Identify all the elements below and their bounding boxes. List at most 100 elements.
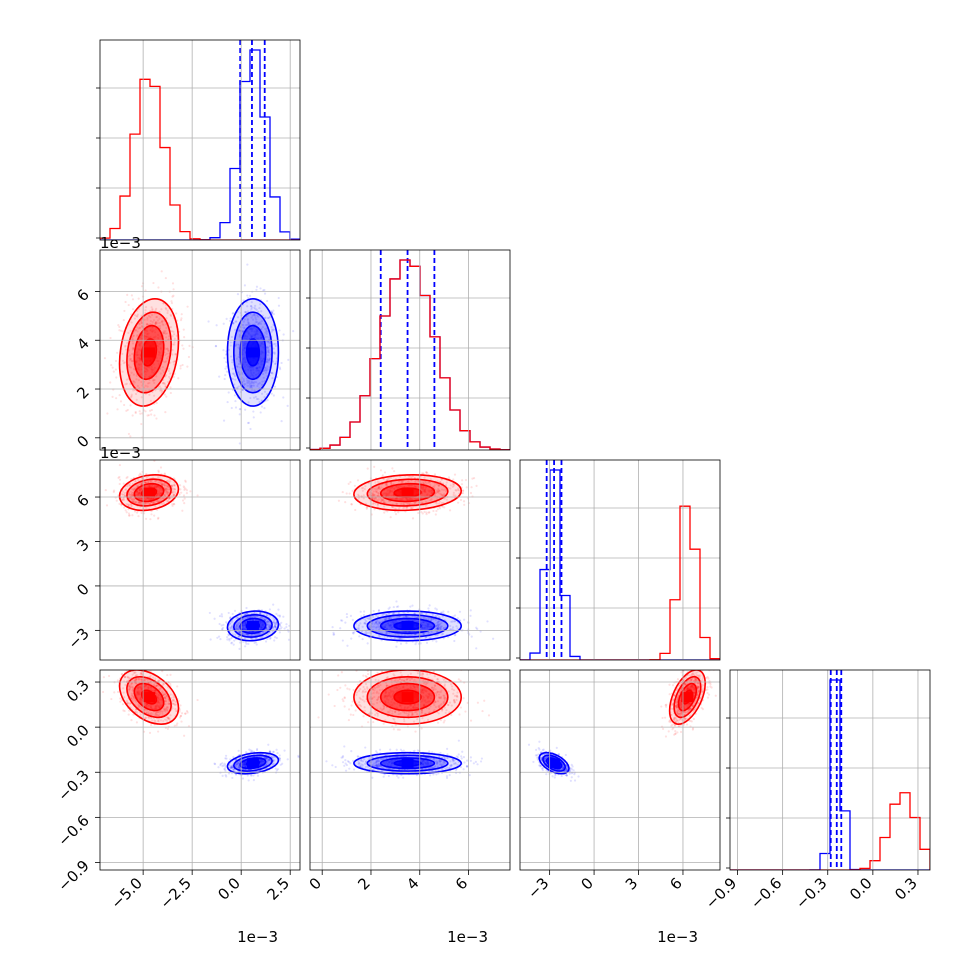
sample-point [169, 372, 172, 375]
sample-point [429, 636, 432, 639]
sample-point [275, 612, 278, 615]
histogram-step-0 [310, 259, 510, 450]
sample-point [465, 486, 468, 489]
sample-point [250, 308, 253, 311]
histogram-step-1 [310, 259, 510, 450]
sample-point [351, 489, 354, 492]
sample-point [151, 320, 154, 324]
sample-point [277, 614, 280, 617]
sample-point [231, 766, 234, 769]
sample-point [134, 480, 137, 483]
sample-point [251, 615, 254, 618]
sample-point [146, 414, 149, 417]
sample-point [269, 309, 273, 313]
sample-point [392, 605, 395, 609]
sample-point [256, 323, 260, 326]
sample-point [133, 313, 137, 317]
sample-point [261, 380, 264, 383]
sample-point [341, 639, 344, 642]
sample-point [439, 627, 442, 631]
sample-point [486, 620, 489, 623]
sample-point [129, 435, 132, 438]
sample-point [244, 632, 247, 636]
sample-point [363, 621, 366, 624]
sample-point [285, 623, 288, 626]
sample-point [402, 503, 405, 506]
sample-point [372, 498, 376, 501]
sample-point [362, 494, 365, 497]
sample-point [409, 506, 413, 510]
sample-point [159, 326, 162, 330]
sample-point [242, 326, 245, 329]
sample-point [242, 323, 245, 327]
sample-point [252, 774, 255, 777]
sample-point [459, 498, 463, 502]
sample-point [438, 492, 441, 495]
sample-point [162, 483, 166, 486]
sample-point [265, 369, 268, 372]
sample-point [123, 493, 126, 496]
sample-point [386, 478, 389, 481]
sample-point [249, 385, 253, 389]
sample-point [252, 384, 256, 387]
sample-point [123, 361, 126, 364]
sample-point [185, 492, 188, 495]
sample-point [373, 622, 376, 625]
sample-point [436, 626, 440, 629]
sample-point [440, 501, 443, 505]
sample-point [442, 626, 446, 629]
sample-point [235, 763, 239, 766]
sample-point [278, 615, 281, 618]
sample-point [255, 285, 259, 288]
sample-point [269, 636, 272, 639]
sample-point [266, 299, 269, 303]
sample-point [131, 308, 135, 311]
sample-point [254, 634, 257, 637]
sample-point [244, 311, 247, 314]
sample-point [264, 335, 267, 339]
sample-point [377, 492, 380, 495]
sample-point [163, 493, 166, 496]
sample-point [141, 482, 144, 486]
sample-point [179, 364, 182, 367]
sample-point [171, 295, 174, 298]
sample-point [372, 502, 375, 505]
sample-point [168, 497, 172, 500]
sample-point [167, 349, 170, 352]
sample-point [402, 507, 405, 510]
sample-point [438, 622, 441, 625]
contour-line [239, 324, 267, 381]
sample-point [231, 372, 235, 375]
sample-point [263, 406, 266, 410]
sample-point [162, 323, 165, 327]
sample-point [428, 511, 431, 514]
sample-point [374, 502, 377, 505]
sample-point [133, 498, 136, 501]
sample-point [454, 488, 457, 492]
sample-point [267, 341, 270, 344]
sample-point [456, 627, 459, 630]
sample-point [145, 476, 148, 479]
sample-point [114, 359, 118, 363]
sample-point [287, 358, 290, 361]
sample-point [272, 759, 275, 763]
sample-point [237, 385, 240, 388]
sample-point [154, 309, 157, 312]
sample-point [161, 381, 164, 385]
sample-point [183, 497, 186, 500]
sample-point [117, 476, 120, 479]
contour-line [393, 621, 422, 631]
sample-point [279, 627, 282, 630]
sample-point [120, 492, 123, 495]
sample-point [251, 637, 254, 640]
sample-point [472, 477, 476, 480]
sample-point [353, 631, 356, 634]
sample-point [225, 360, 228, 364]
sample-point [286, 758, 289, 761]
sample-point [172, 502, 175, 506]
sample-point [492, 637, 495, 640]
sample-point [258, 633, 261, 636]
sample-point [165, 499, 168, 502]
sample-point [131, 498, 134, 501]
sample-point [349, 481, 352, 484]
